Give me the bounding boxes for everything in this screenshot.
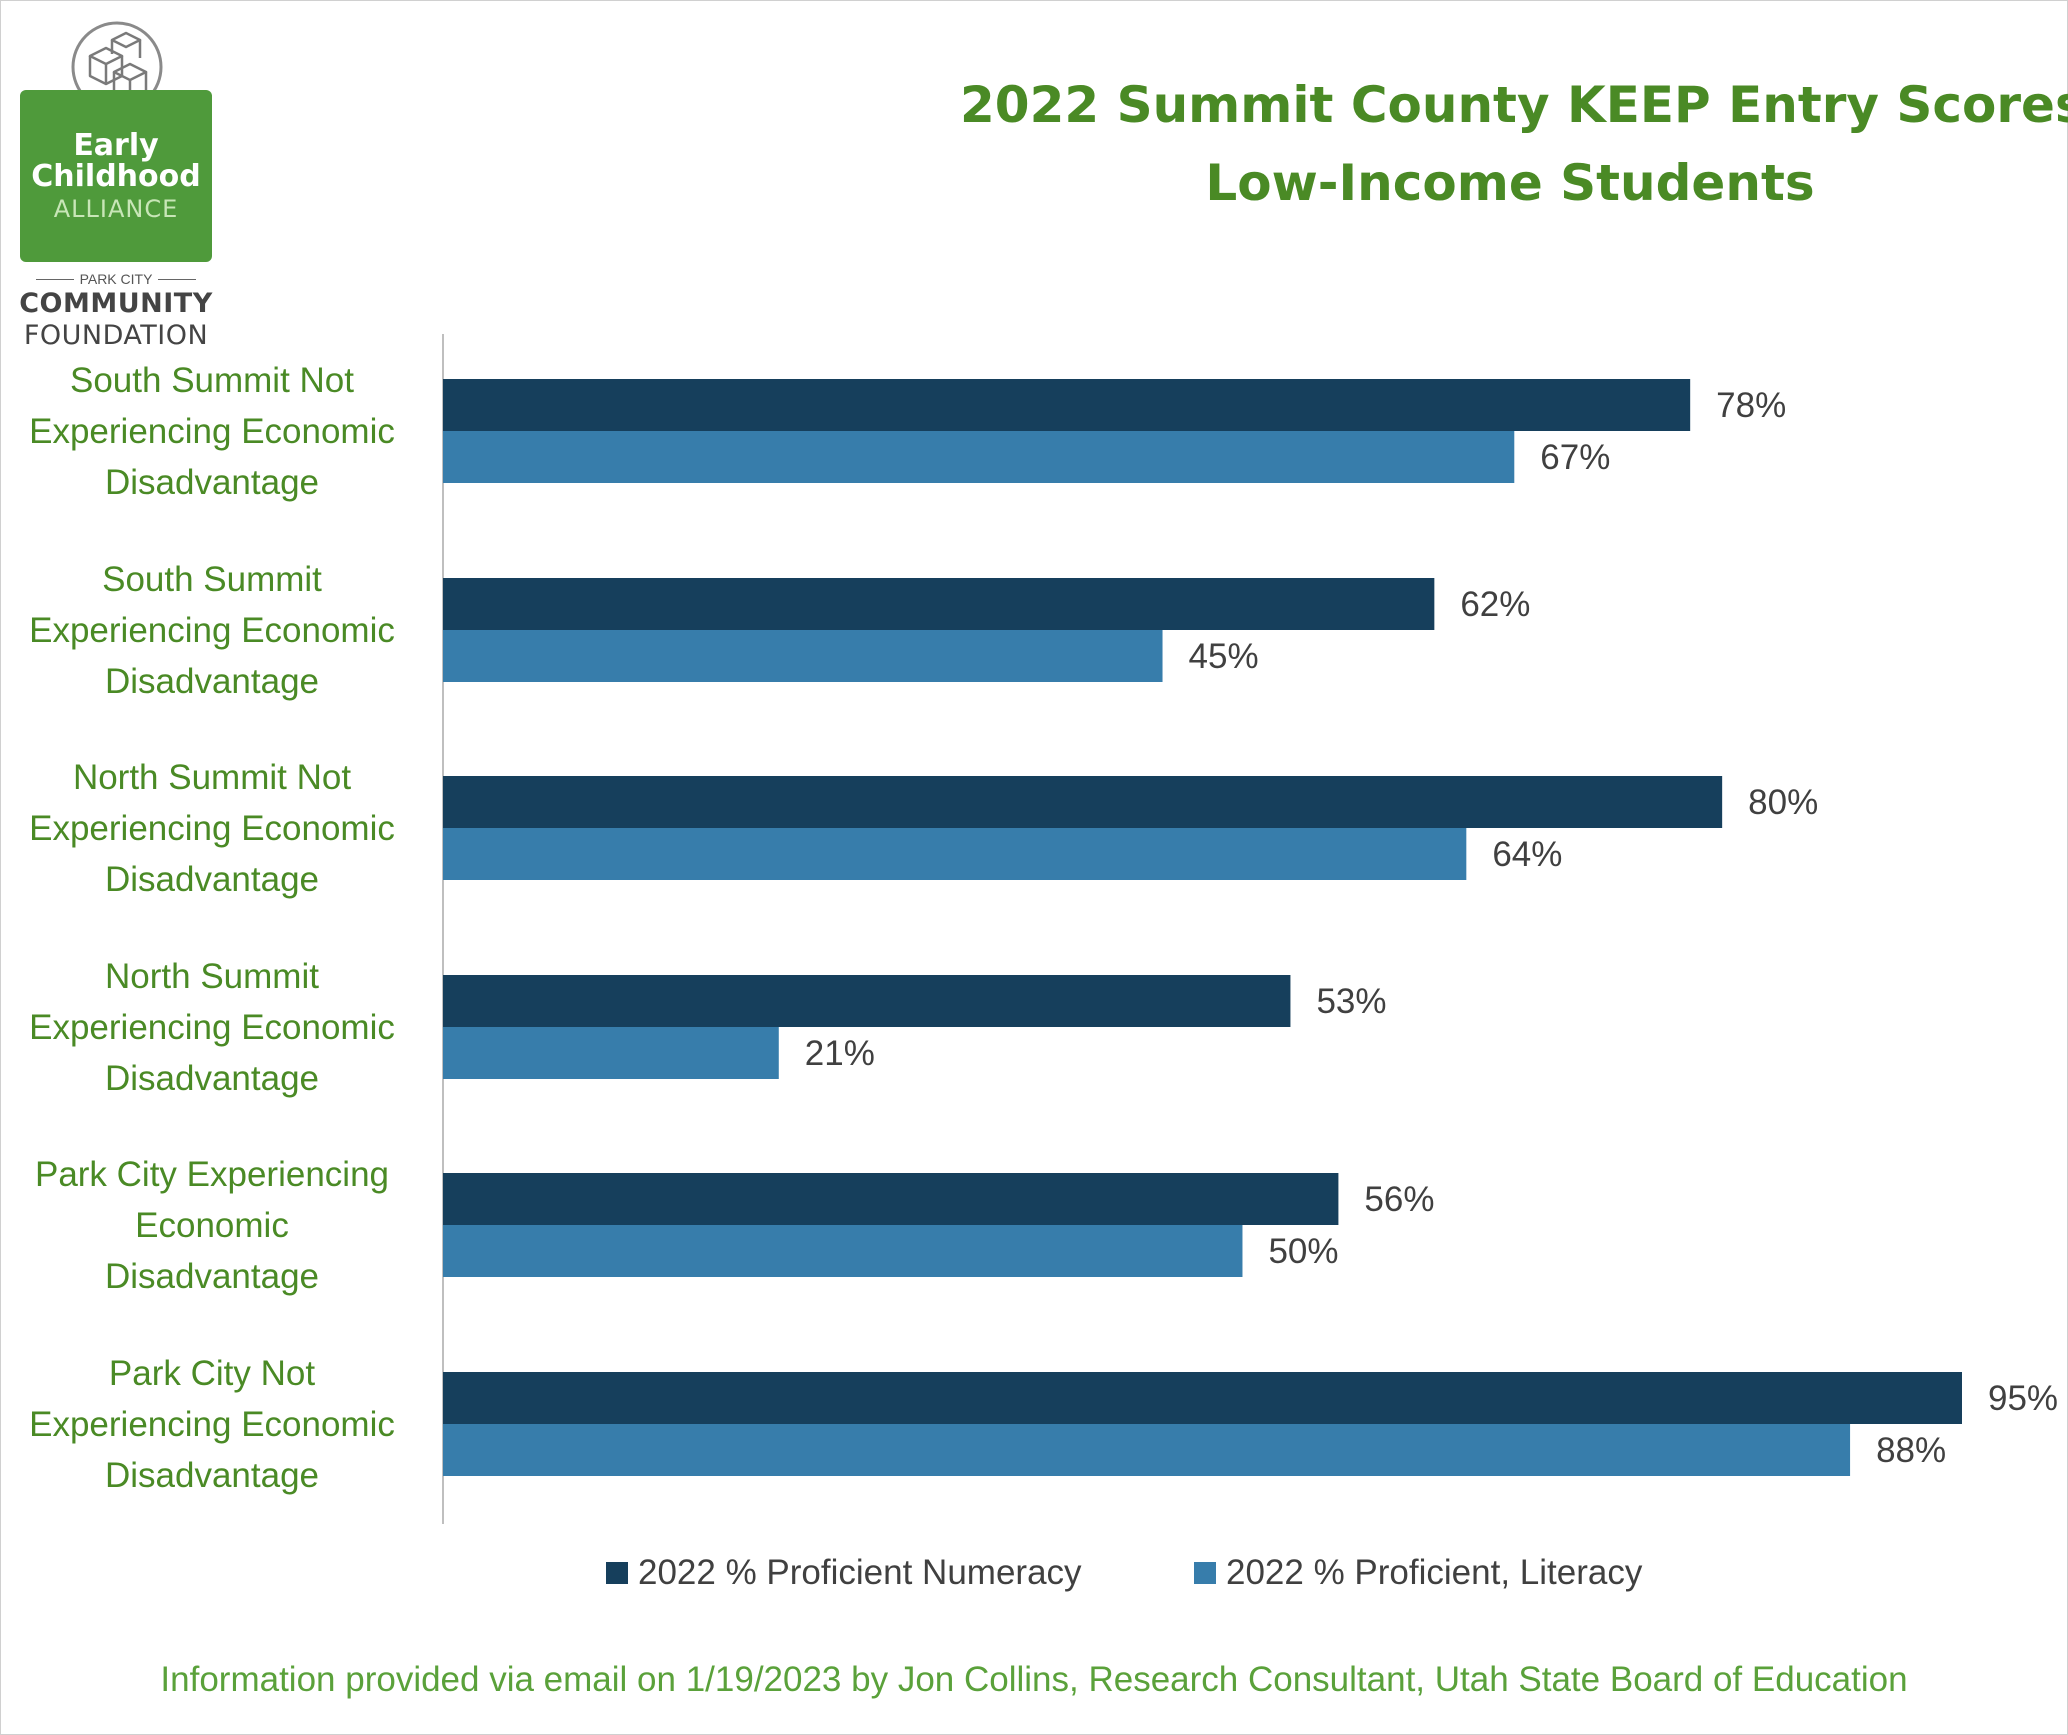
category-label-line: Disadvantage — [105, 1257, 319, 1296]
bar-numeracy — [443, 776, 1723, 828]
bar-numeracy — [443, 975, 1291, 1027]
legend-label-literacy: 2022 % Proficient, Literacy — [1226, 1553, 1643, 1592]
category-label-line: South Summit — [102, 560, 322, 599]
bar-numeracy — [443, 379, 1691, 431]
category-label-line: Disadvantage — [105, 1059, 319, 1098]
bar-literacy — [443, 1424, 1851, 1476]
category-label-line: Experiencing Economic — [29, 611, 395, 650]
data-label-literacy: 50% — [1268, 1232, 1338, 1271]
category-label-line: Park City Experiencing — [35, 1155, 389, 1194]
bar-literacy — [443, 431, 1515, 483]
category-label-line: Experiencing Economic — [29, 1405, 395, 1444]
category-label-line: North Summit — [105, 957, 319, 996]
bar-literacy — [443, 1027, 779, 1079]
data-label-numeracy: 53% — [1316, 982, 1386, 1021]
bar-numeracy — [443, 1372, 1962, 1424]
bar-numeracy — [443, 578, 1435, 630]
legend-label-numeracy: 2022 % Proficient Numeracy — [638, 1553, 1082, 1592]
source-footnote: Information provided via email on 1/19/2… — [160, 1660, 1908, 1699]
category-label-line: Disadvantage — [105, 463, 319, 502]
category-label-line: Disadvantage — [105, 860, 319, 899]
category-label-line: Experiencing Economic — [29, 809, 395, 848]
data-label-literacy: 64% — [1492, 835, 1562, 874]
logo-text-alliance: ALLIANCE — [53, 194, 179, 223]
data-label-literacy: 88% — [1876, 1431, 1946, 1470]
category-label-line: Economic — [135, 1206, 289, 1245]
data-label-numeracy: 78% — [1716, 386, 1786, 425]
legend-swatch-literacy — [1194, 1562, 1216, 1584]
data-label-literacy: 67% — [1540, 438, 1610, 477]
logo-text-early: Early — [73, 127, 159, 163]
early-childhood-alliance-logo: Early Childhood ALLIANCE PARK CITY COMMU… — [18, 18, 216, 351]
logo-rule-left — [35, 278, 74, 280]
category-label-line: Experiencing Economic — [29, 1008, 395, 1047]
category-label-line: Disadvantage — [105, 1456, 319, 1495]
logo-park-city-row: PARK CITY — [18, 270, 214, 288]
logo-text-community: COMMUNITY — [19, 288, 213, 319]
bar-literacy — [443, 1225, 1243, 1277]
data-label-numeracy: 62% — [1460, 585, 1530, 624]
category-label-line: Disadvantage — [105, 662, 319, 701]
logo-text-park-city: PARK CITY — [79, 271, 153, 287]
category-label-line: Park City Not — [109, 1354, 315, 1393]
logo-green-panel: Early Childhood ALLIANCE — [20, 90, 212, 262]
data-label-literacy: 21% — [805, 1034, 875, 1073]
data-label-numeracy: 95% — [1988, 1379, 2058, 1418]
category-label-line: Experiencing Economic — [29, 412, 395, 451]
data-label-literacy: 45% — [1189, 637, 1259, 676]
category-label-line: North Summit Not — [73, 758, 351, 797]
bar-literacy — [443, 828, 1467, 880]
bar-literacy — [443, 630, 1163, 682]
chart-title: 2022 Summit County KEEP Entry Scores — [960, 76, 2068, 134]
data-label-numeracy: 80% — [1748, 783, 1818, 822]
chart-title-block: 2022 Summit County KEEP Entry Scores Low… — [960, 66, 2068, 222]
logo-rule-right — [158, 278, 197, 280]
legend-swatch-numeracy — [606, 1562, 628, 1584]
chart-subtitle: Low-Income Students — [1205, 154, 1815, 212]
bar-numeracy — [443, 1173, 1339, 1225]
data-label-numeracy: 56% — [1364, 1180, 1434, 1219]
logo-text-foundation: FOUNDATION — [23, 320, 209, 351]
category-label-line: South Summit Not — [70, 361, 354, 400]
logo-text-childhood: Childhood — [31, 159, 201, 195]
